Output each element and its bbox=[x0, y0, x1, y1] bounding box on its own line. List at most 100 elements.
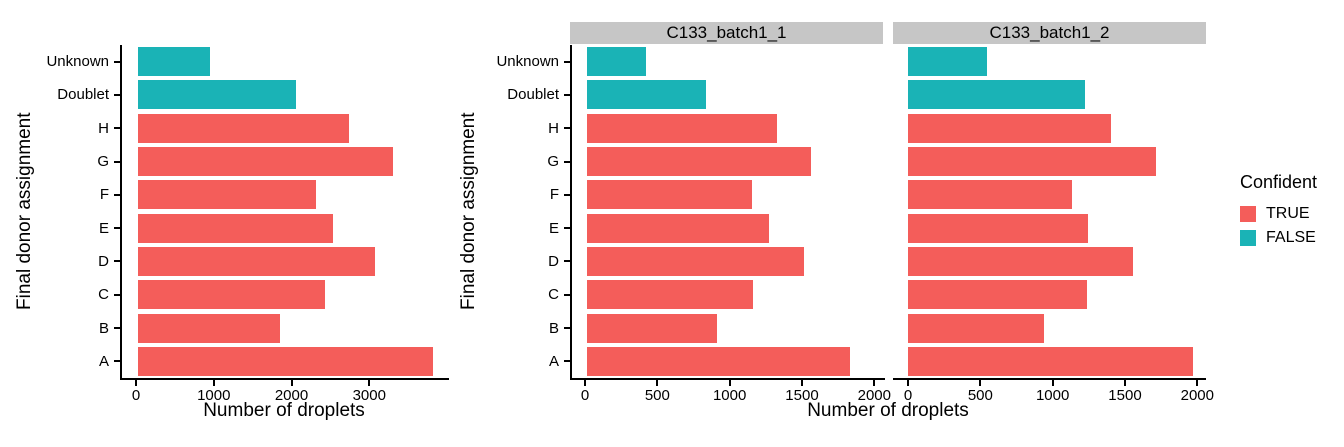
y-tick-mark bbox=[114, 360, 120, 363]
y-category-row: B bbox=[474, 311, 570, 344]
y-tick-label: C bbox=[548, 286, 559, 304]
legend-title: Confident bbox=[1240, 172, 1318, 192]
legend-item-false: FALSE bbox=[1240, 229, 1317, 247]
bar-row bbox=[587, 112, 885, 145]
y-tick-mark bbox=[564, 293, 570, 296]
legend-label: TRUE bbox=[1266, 205, 1310, 222]
x-tick-mark bbox=[728, 380, 731, 386]
y-tick-mark bbox=[564, 327, 570, 330]
bar-row bbox=[138, 245, 449, 278]
bar-area-combined bbox=[138, 45, 449, 378]
x-tick-label: 2000 bbox=[1180, 387, 1214, 404]
y-category-row: Doublet bbox=[474, 78, 570, 111]
y-tick-mark bbox=[564, 160, 570, 163]
y-category-row: E bbox=[474, 211, 570, 244]
bar-area-batch1-2 bbox=[908, 45, 1206, 378]
bar-f bbox=[587, 180, 752, 210]
x-tick-mark bbox=[584, 380, 586, 386]
y-tick-label: F bbox=[549, 186, 559, 204]
x-tick-mark bbox=[656, 380, 659, 386]
y-tick-label: E bbox=[98, 219, 109, 237]
y-tick-mark bbox=[564, 260, 570, 263]
bar-row bbox=[138, 78, 449, 111]
x-tick-label: 2000 bbox=[274, 387, 309, 404]
y-category-row: H bbox=[30, 112, 120, 145]
legend: Confident TRUE FALSE bbox=[1240, 172, 1317, 253]
bar-h bbox=[138, 113, 350, 143]
y-tick-mark bbox=[114, 93, 120, 96]
bar-row bbox=[908, 345, 1206, 378]
bar-row bbox=[908, 245, 1206, 278]
y-tick-label: E bbox=[548, 219, 559, 237]
bar-row bbox=[908, 145, 1206, 178]
y-tick-label: B bbox=[98, 319, 109, 337]
y-tick-label: B bbox=[548, 319, 559, 337]
y-tick-label: D bbox=[98, 252, 109, 270]
y-category-row: C bbox=[30, 278, 120, 311]
y-tick-mark bbox=[114, 260, 120, 263]
bar-unknown bbox=[908, 47, 987, 77]
legend-label: FALSE bbox=[1266, 229, 1316, 246]
y-category-row: A bbox=[474, 345, 570, 378]
y-tick-mark bbox=[114, 60, 120, 63]
y-tick-mark bbox=[564, 127, 570, 130]
bar-b bbox=[587, 313, 718, 343]
y-category-row: F bbox=[30, 178, 120, 211]
bar-row bbox=[908, 211, 1206, 244]
y-category-row: G bbox=[30, 145, 120, 178]
bar-row bbox=[587, 345, 885, 378]
x-tick-mark bbox=[368, 380, 371, 386]
y-category-row: Unknown bbox=[30, 45, 120, 78]
x-axis-combined: 0 1000 2000 3000 bbox=[132, 380, 447, 412]
y-category-row: E bbox=[30, 211, 120, 244]
bar-row bbox=[908, 78, 1206, 111]
x-tick-label: 2000 bbox=[857, 387, 891, 404]
x-tick-mark bbox=[290, 380, 293, 386]
bar-row bbox=[587, 311, 885, 344]
bar-unknown bbox=[587, 47, 646, 77]
y-category-row: Doublet bbox=[30, 78, 120, 111]
bar-a bbox=[138, 346, 434, 376]
legend-item-true: TRUE bbox=[1240, 205, 1317, 223]
y-category-row: D bbox=[474, 245, 570, 278]
bar-h bbox=[908, 113, 1111, 143]
y-category-row: B bbox=[30, 311, 120, 344]
facet-strip-batch1-2: C133_batch1_2 bbox=[893, 22, 1206, 44]
x-tick-mark bbox=[1123, 380, 1126, 386]
y-tick-mark bbox=[564, 93, 570, 96]
bar-e bbox=[587, 213, 770, 243]
bar-g bbox=[908, 147, 1157, 177]
bar-row bbox=[587, 245, 885, 278]
y-tick-label: D bbox=[548, 252, 559, 270]
x-tick-mark bbox=[212, 380, 215, 386]
x-tick-label: 500 bbox=[644, 387, 670, 404]
bar-unknown bbox=[138, 47, 211, 77]
bar-f bbox=[908, 180, 1073, 210]
x-tick-label: 0 bbox=[580, 387, 590, 404]
x-tick-mark bbox=[1196, 380, 1199, 386]
bar-row bbox=[908, 311, 1206, 344]
y-tick-label: F bbox=[99, 186, 109, 204]
bar-row bbox=[587, 145, 885, 178]
bar-row bbox=[587, 45, 885, 78]
x-tick-label: 1000 bbox=[197, 387, 231, 404]
y-tick-mark bbox=[114, 227, 120, 230]
facet-strip-label: C133_batch1_1 bbox=[666, 23, 787, 42]
bar-row bbox=[908, 278, 1206, 311]
bar-row bbox=[138, 345, 449, 378]
bar-d bbox=[908, 246, 1133, 276]
bar-doublet bbox=[587, 80, 706, 110]
y-tick-label: Doublet bbox=[507, 86, 559, 104]
bar-row bbox=[138, 311, 449, 344]
bar-row bbox=[908, 112, 1206, 145]
y-tick-label: Unknown bbox=[46, 53, 109, 71]
x-tick-label: 1000 bbox=[712, 387, 747, 404]
y-category-row: G bbox=[474, 145, 570, 178]
y-category-row: C bbox=[474, 278, 570, 311]
y-tick-mark bbox=[114, 293, 120, 296]
plot-panel-batch1-1 bbox=[570, 45, 885, 380]
bar-b bbox=[908, 313, 1044, 343]
x-tick-mark bbox=[907, 380, 909, 386]
bar-row bbox=[138, 178, 449, 211]
